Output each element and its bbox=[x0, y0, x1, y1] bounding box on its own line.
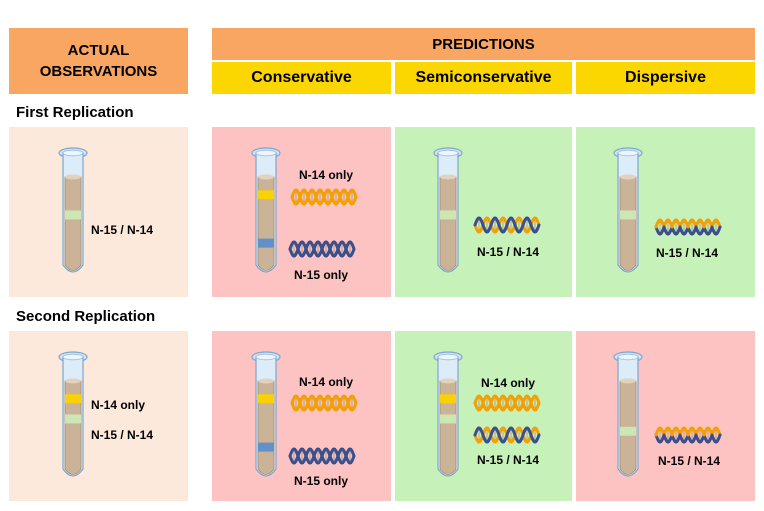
test-tube-icon bbox=[432, 351, 464, 479]
dna-helix-icon bbox=[290, 393, 358, 413]
second-replication-title: Second Replication bbox=[16, 308, 156, 325]
predictions-header: PREDICTIONS bbox=[212, 28, 755, 60]
row2-conservative-bottom-label: N-15 only bbox=[294, 474, 349, 488]
test-tube-icon bbox=[57, 147, 89, 275]
test-tube-icon bbox=[250, 147, 282, 275]
semiconservative-title: Semiconservative bbox=[415, 69, 552, 86]
row1-conservative-panel: N-14 only N-15 only bbox=[212, 127, 391, 297]
test-tube-icon bbox=[250, 351, 282, 479]
row1-dispersive-label: N-15 / N-14 bbox=[656, 246, 719, 260]
dna-helix-icon bbox=[654, 217, 722, 237]
dna-helix-icon bbox=[473, 425, 541, 445]
row1-conservative-bottom-label: N-15 only bbox=[294, 268, 349, 282]
predictions-title: PREDICTIONS bbox=[432, 35, 535, 53]
semiconservative-header: Semiconservative bbox=[395, 62, 572, 94]
actual-header-line1: ACTUAL bbox=[67, 42, 130, 59]
dna-helix-icon bbox=[473, 393, 541, 413]
test-tube-icon bbox=[57, 351, 89, 479]
row2-conservative-top-label: N-14 only bbox=[299, 375, 354, 389]
actual-header-line2: OBSERVATIONS bbox=[39, 63, 158, 80]
test-tube-icon bbox=[432, 147, 464, 275]
test-tube-icon bbox=[612, 147, 644, 275]
dna-helix-icon bbox=[288, 446, 356, 466]
conservative-header: Conservative bbox=[212, 62, 391, 94]
conservative-title: Conservative bbox=[251, 69, 352, 86]
row2-actual-label-n14: N-14 only bbox=[91, 398, 146, 412]
dna-helix-icon bbox=[654, 425, 722, 445]
row2-dispersive-panel: N-15 / N-14 bbox=[576, 331, 755, 501]
row1-actual-panel: N-15 / N-14 bbox=[9, 127, 188, 297]
row2-semiconservative-top-label: N-14 only bbox=[481, 376, 536, 390]
row2-conservative-panel: N-14 only N-15 only bbox=[212, 331, 391, 501]
dna-helix-icon bbox=[290, 187, 358, 207]
row2-semiconservative-panel: N-14 only N-15 / N-14 bbox=[395, 331, 572, 501]
row2-actual-label-hybrid: N-15 / N-14 bbox=[91, 428, 154, 442]
first-replication-title: First Replication bbox=[16, 104, 134, 121]
dispersive-header: Dispersive bbox=[576, 62, 755, 94]
row2-actual-panel: N-14 only N-15 / N-14 bbox=[9, 331, 188, 501]
test-tube-icon bbox=[612, 351, 644, 479]
dispersive-title: Dispersive bbox=[625, 69, 706, 86]
row1-actual-label: N-15 / N-14 bbox=[91, 223, 154, 237]
actual-observations-header: ACTUAL OBSERVATIONS bbox=[9, 28, 188, 94]
row1-semiconservative-panel: N-15 / N-14 bbox=[395, 127, 572, 297]
row2-semiconservative-bottom-label: N-15 / N-14 bbox=[477, 453, 540, 467]
dna-helix-icon bbox=[288, 239, 356, 259]
row2-dispersive-label: N-15 / N-14 bbox=[658, 454, 721, 468]
row1-conservative-top-label: N-14 only bbox=[299, 168, 354, 182]
row1-semiconservative-label: N-15 / N-14 bbox=[477, 245, 540, 259]
row1-dispersive-panel: N-15 / N-14 bbox=[576, 127, 755, 297]
dna-helix-icon bbox=[473, 215, 541, 235]
